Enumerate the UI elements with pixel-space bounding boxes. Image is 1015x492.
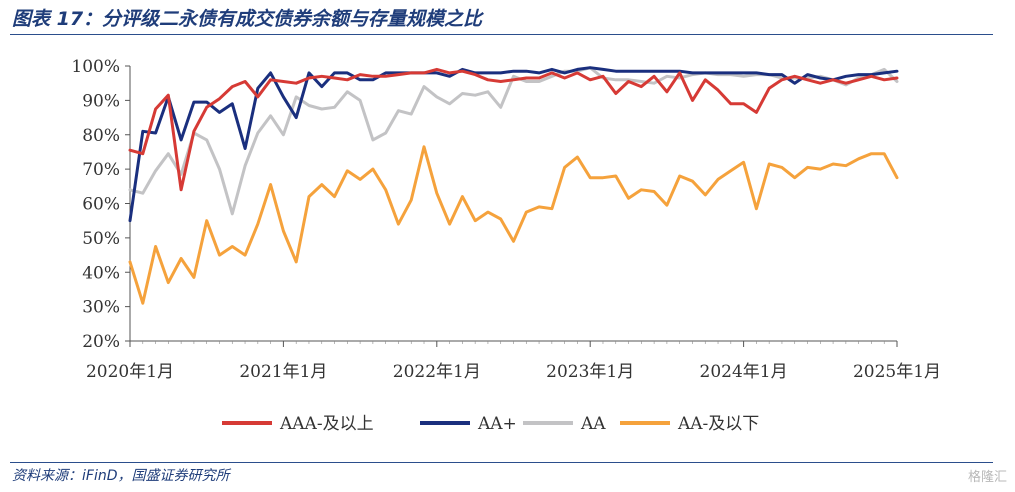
x-tick-label: 2021年1月 xyxy=(239,362,327,382)
y-tick-label: 40% xyxy=(82,263,120,283)
y-tick-label: 50% xyxy=(82,229,120,249)
watermark-text: 格隆汇 xyxy=(967,470,1007,485)
y-tick-label: 30% xyxy=(82,298,120,318)
y-tick-label: 80% xyxy=(82,126,120,146)
x-tick-label: 2025年1月 xyxy=(853,362,941,382)
chart-axes: 20% 30% 40% 50% 60% 70% 80% 90% 100% 2020年1月 2021年… xyxy=(71,57,941,382)
chart-series xyxy=(128,66,899,305)
y-tick-label: 70% xyxy=(82,160,120,180)
chart-title: 图表 17：分评级二永债有成交债券余额与存量规模之比 xyxy=(12,8,483,30)
top-rule xyxy=(10,34,993,35)
x-tick-label: 2023年1月 xyxy=(546,362,634,382)
line-chart: 20% 30% 40% 50% 60% 70% 80% 90% 100% 2020年1月 2021年… xyxy=(71,57,941,434)
legend-label-3: AA-及以下 xyxy=(677,414,759,434)
legend-label-2: AA xyxy=(580,414,606,434)
series-line-0 xyxy=(128,67,899,192)
legend-label-1: AA+ xyxy=(477,414,517,434)
series-line-2 xyxy=(128,66,899,216)
x-tick-label: 2022年1月 xyxy=(393,362,481,382)
y-tick-label: 20% xyxy=(82,332,120,352)
series-line-3 xyxy=(128,145,899,305)
y-tick-label: 90% xyxy=(82,91,120,111)
series-line-1 xyxy=(128,66,899,223)
chart-legend: AAA-及以上 AA+ AA AA-及以下 xyxy=(222,414,759,434)
source-note: 资料来源：iFinD，国盛证券研究所 xyxy=(12,468,230,484)
legend-label-0: AAA-及以上 xyxy=(279,414,374,434)
x-tick-label: 2020年1月 xyxy=(86,362,174,382)
y-tick-label: 60% xyxy=(82,195,120,215)
y-tick-label: 100% xyxy=(71,57,120,77)
x-tick-label: 2024年1月 xyxy=(700,362,788,382)
bottom-rule xyxy=(10,462,993,463)
